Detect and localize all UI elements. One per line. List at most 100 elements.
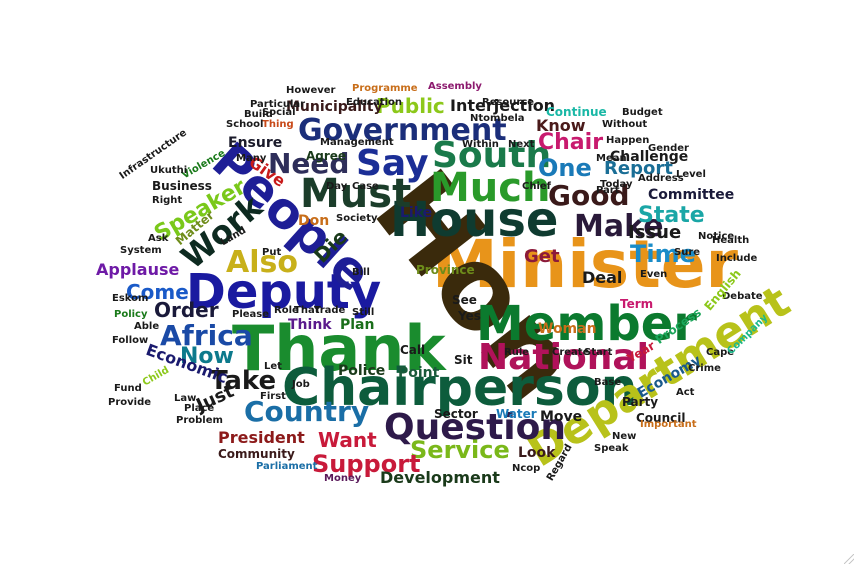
word-role: Role	[274, 305, 299, 316]
word-water: Water	[496, 407, 537, 421]
word-able: Able	[134, 321, 160, 332]
word-build: Build	[244, 109, 273, 120]
word-like: Like	[400, 205, 433, 221]
word-sit: Sit	[454, 353, 473, 367]
word-however: However	[286, 85, 336, 96]
word-yes: Yes	[458, 309, 481, 323]
word-law: Law	[174, 393, 197, 404]
word-notice: Notice	[698, 231, 735, 242]
word-even: Even	[640, 269, 668, 280]
word-business: Business	[152, 179, 212, 193]
word-community: Community	[218, 447, 295, 461]
word-say: Say	[356, 143, 429, 184]
word-ncop: Ncop	[512, 463, 541, 474]
word-new: New	[612, 431, 637, 442]
word-gender: Gender	[648, 143, 689, 154]
word-don: Don	[298, 213, 330, 229]
word-chief: Chief	[522, 181, 552, 192]
word-first: First	[260, 391, 286, 402]
word-time: Time	[630, 240, 696, 268]
word-member: Member	[476, 296, 697, 352]
word-happen: Happen	[606, 135, 650, 146]
word-policy: Policy	[114, 309, 148, 320]
word-applause: Applause	[96, 260, 180, 279]
word-police: Police	[338, 363, 386, 379]
word-agree: Agree	[306, 149, 347, 163]
word-africa: Africa	[160, 319, 253, 352]
word-fund: Fund	[114, 383, 142, 394]
word-education: Education	[346, 97, 402, 108]
word-system: System	[120, 245, 162, 256]
word-make: Make	[574, 209, 664, 244]
word-school: School	[226, 119, 264, 130]
word-many: Many	[236, 153, 267, 164]
word-ntombela: Ntombela	[470, 113, 525, 124]
word-without: Without	[602, 119, 648, 130]
word-put: Put	[262, 247, 282, 258]
word-act: Act	[676, 387, 695, 398]
word-important: Important	[640, 419, 697, 430]
word-also: Also	[226, 245, 298, 280]
word-president: President	[218, 428, 305, 447]
word-call: Call	[400, 343, 426, 357]
word-next: Next	[508, 139, 535, 150]
word-know: Know	[536, 116, 586, 135]
word-think: Think	[288, 317, 332, 333]
word-ukuthi: Ukuthi	[150, 165, 188, 176]
word-must: Must	[300, 171, 412, 217]
word-issue: Issue	[628, 222, 682, 243]
word-social: Social	[262, 107, 296, 118]
word-term: Term	[620, 297, 654, 311]
word-point: Point	[398, 365, 440, 381]
word-today: Today	[600, 179, 633, 190]
word-that: That	[294, 305, 320, 316]
word-particular: Particular	[250, 99, 306, 110]
resize-grip-icon[interactable]	[844, 554, 854, 564]
word-question: Question	[384, 407, 566, 448]
word-please: Please	[232, 309, 270, 320]
word-move: Move	[540, 409, 583, 425]
word-chair: Chair	[538, 130, 604, 155]
word-thank: Thank	[232, 312, 446, 385]
word-want: Want	[318, 428, 377, 452]
word-see: See	[452, 293, 477, 307]
word-cape: Cape	[706, 347, 735, 358]
word-much: Much	[430, 165, 551, 211]
word-south: South	[432, 135, 552, 176]
word-problem: Problem	[176, 415, 223, 426]
word-committee: Committee	[648, 187, 735, 203]
word-day: Day	[326, 181, 348, 192]
word-development: Development	[380, 468, 500, 487]
word-continue: Continue	[546, 105, 607, 119]
word-party: Party	[622, 395, 659, 409]
word-order: Order	[154, 298, 219, 322]
word-council: Council	[636, 411, 686, 425]
word-crime: Crime	[688, 363, 721, 374]
word-provide: Provide	[108, 397, 152, 408]
word-deal: Deal	[582, 268, 623, 287]
word-within: Within	[462, 139, 499, 150]
word-now: Now	[180, 344, 234, 369]
word-service: Service	[410, 436, 510, 464]
word-still: Still	[352, 307, 375, 318]
word-government: Government	[298, 113, 507, 148]
word-eskom: Eskom	[112, 293, 149, 304]
word-level: Level	[676, 169, 706, 180]
word-job: Job	[292, 379, 310, 390]
word-look: Look	[518, 445, 556, 461]
word-minister: Minister	[432, 226, 739, 303]
word-province: Province	[416, 263, 475, 277]
word-take: Take	[210, 366, 277, 396]
word-national: National	[478, 337, 649, 378]
word-right: Right	[152, 195, 183, 206]
word-support: Support	[312, 450, 421, 478]
word-health: Health	[712, 235, 750, 246]
word-part: Part	[596, 185, 620, 196]
word-debate: Debate	[722, 291, 763, 302]
word-create: Create	[552, 347, 590, 358]
word-challenge: Challenge	[610, 149, 689, 165]
word-base: Base	[594, 377, 622, 388]
word-mean: Mean	[596, 153, 627, 164]
word-get: Get	[524, 246, 560, 267]
